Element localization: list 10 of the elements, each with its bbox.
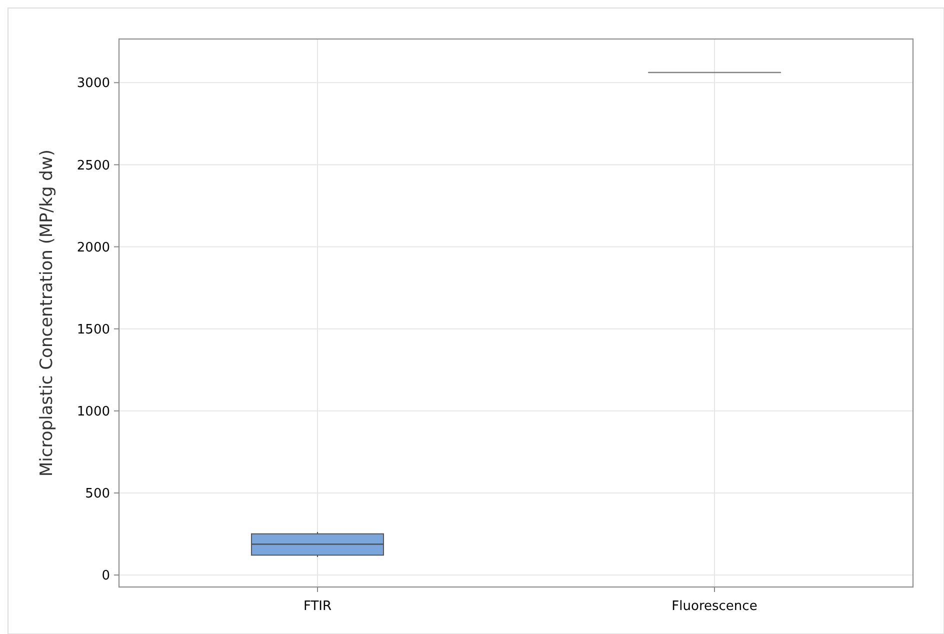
y-tick-label: 2500 [76, 158, 110, 174]
y-tick-label: 1000 [76, 404, 110, 420]
y-tick-label: 2000 [76, 240, 110, 256]
y-axis-title: Microplastic Concentration (MP/kg dw) [37, 150, 57, 476]
y-tick-label: 500 [85, 486, 110, 502]
y-tick-label: 3000 [76, 76, 110, 92]
y-tick-label: 1500 [76, 322, 110, 338]
x-tick-label: FTIR [303, 599, 332, 614]
y-tick-label: 0 [102, 568, 110, 584]
x-tick-label: Fluorescence [672, 599, 758, 614]
